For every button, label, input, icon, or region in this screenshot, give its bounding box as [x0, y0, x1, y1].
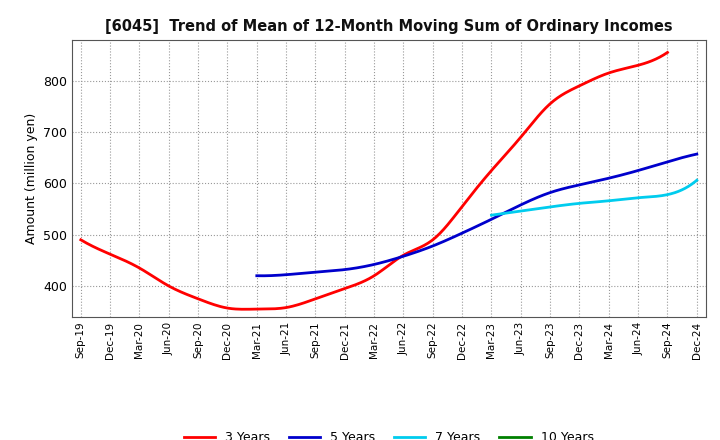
7 Years: [613, 197, 621, 202]
7 Years: [609, 198, 618, 203]
7 Years: [487, 213, 496, 218]
7 Years: [693, 178, 701, 183]
5 Years: [516, 202, 525, 208]
5 Years: [254, 273, 263, 279]
5 Years: [257, 273, 266, 279]
Line: 7 Years: 7 Years: [492, 180, 697, 215]
Line: 3 Years: 3 Years: [81, 52, 667, 309]
5 Years: [625, 170, 634, 176]
3 Years: [663, 50, 672, 55]
Line: 5 Years: 5 Years: [257, 154, 697, 276]
3 Years: [573, 84, 582, 89]
5 Years: [523, 199, 532, 204]
3 Years: [76, 237, 85, 242]
7 Years: [660, 193, 669, 198]
5 Years: [653, 162, 662, 168]
3 Years: [78, 238, 87, 244]
3 Years: [426, 239, 434, 245]
3 Years: [438, 229, 446, 234]
5 Years: [253, 273, 261, 279]
Title: [6045]  Trend of Mean of 12-Month Moving Sum of Ordinary Incomes: [6045] Trend of Mean of 12-Month Moving …: [105, 19, 672, 34]
7 Years: [488, 213, 497, 218]
Y-axis label: Amount (million yen): Amount (million yen): [24, 113, 37, 244]
5 Years: [514, 203, 523, 209]
Legend: 3 Years, 5 Years, 7 Years, 10 Years: 3 Years, 5 Years, 7 Years, 10 Years: [179, 426, 598, 440]
7 Years: [673, 189, 682, 194]
3 Years: [428, 238, 436, 243]
5 Years: [693, 151, 701, 157]
7 Years: [608, 198, 617, 203]
3 Years: [239, 307, 248, 312]
3 Years: [610, 69, 618, 74]
